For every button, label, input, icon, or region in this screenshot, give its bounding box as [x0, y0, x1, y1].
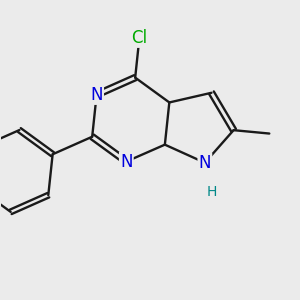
Text: H: H: [206, 185, 217, 200]
Text: Cl: Cl: [131, 29, 148, 47]
Text: N: N: [199, 154, 211, 172]
Text: N: N: [120, 153, 133, 171]
Text: N: N: [90, 86, 103, 104]
